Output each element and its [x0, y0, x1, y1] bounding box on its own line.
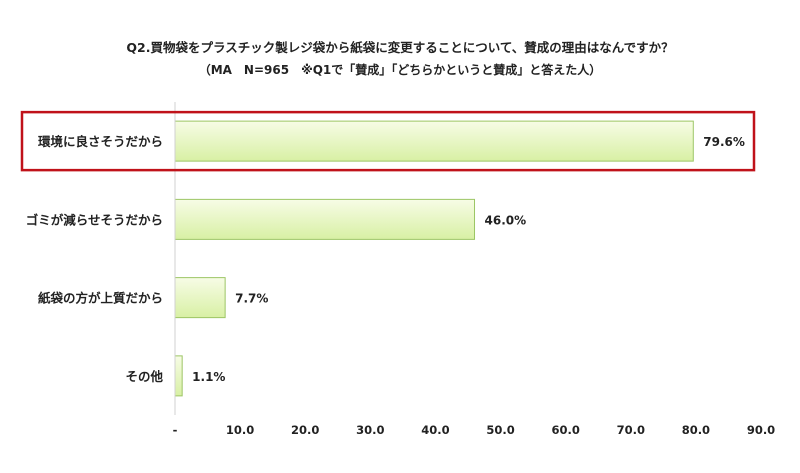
bar-3: [174, 277, 226, 319]
x-tick-label: 60.0: [551, 423, 579, 437]
bar-1: [174, 120, 694, 162]
category-label: 環境に良さそうだから: [38, 134, 163, 149]
x-tick-label: 30.0: [356, 423, 384, 437]
category-label: 紙袋の方が上質だから: [38, 291, 163, 306]
category-label: ゴミが減らせそうだから: [26, 212, 163, 227]
data-label: 1.1%: [192, 370, 225, 384]
chart-subtitle: （MA N=965 ※Q1で「賛成」「どちらかというと賛成」と答えた人）: [198, 63, 602, 77]
x-tick-label: 70.0: [617, 423, 645, 437]
bar-2: [174, 198, 476, 240]
x-tick-label: 40.0: [421, 423, 449, 437]
data-label: 79.6%: [703, 135, 745, 149]
chart-title: Q2.買物袋をプラスチック製レジ袋から紙袋に変更することについて、賛成の理由はな…: [126, 40, 674, 55]
x-tick-label: 90.0: [747, 423, 775, 437]
x-tick-label: 80.0: [682, 423, 710, 437]
data-label: 46.0%: [485, 213, 527, 227]
highlight-box: [20, 110, 756, 172]
data-label: 7.7%: [235, 292, 268, 306]
category-label: その他: [125, 369, 163, 384]
x-tick-label: 10.0: [226, 423, 254, 437]
bar-4: [174, 355, 183, 397]
x-tick-label: 50.0: [486, 423, 514, 437]
x-tick-label: 20.0: [291, 423, 319, 437]
x-tick-label: -: [173, 423, 178, 437]
